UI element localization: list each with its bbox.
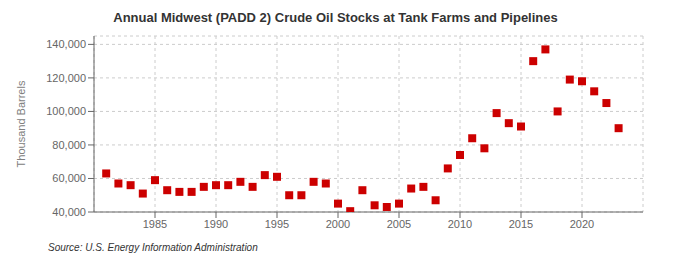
svg-text:2000: 2000	[326, 218, 350, 230]
svg-text:60,000: 60,000	[52, 172, 86, 184]
svg-text:2015: 2015	[509, 218, 533, 230]
svg-text:120,000: 120,000	[46, 72, 86, 84]
svg-text:100,000: 100,000	[46, 105, 86, 117]
svg-text:80,000: 80,000	[52, 139, 86, 151]
html-text:Source: U.S. Energy Informatio: Source: U.S. Energy Information Administ…	[48, 242, 258, 253]
svg-text:40,000: 40,000	[52, 206, 86, 218]
svg-text:1990: 1990	[204, 218, 228, 230]
svg-text:2020: 2020	[570, 218, 594, 230]
svg-text:2010: 2010	[448, 218, 472, 230]
svg-text:2005: 2005	[387, 218, 411, 230]
svg-text:140,000: 140,000	[46, 38, 86, 50]
svg-text:Thousand Barrels: Thousand Barrels	[15, 80, 27, 167]
html-text:Annual Midwest (PADD 2) Crude: Annual Midwest (PADD 2) Crude Oil Stocks…	[113, 10, 558, 25]
svg-text:1995: 1995	[265, 218, 289, 230]
svg-text:1985: 1985	[143, 218, 167, 230]
